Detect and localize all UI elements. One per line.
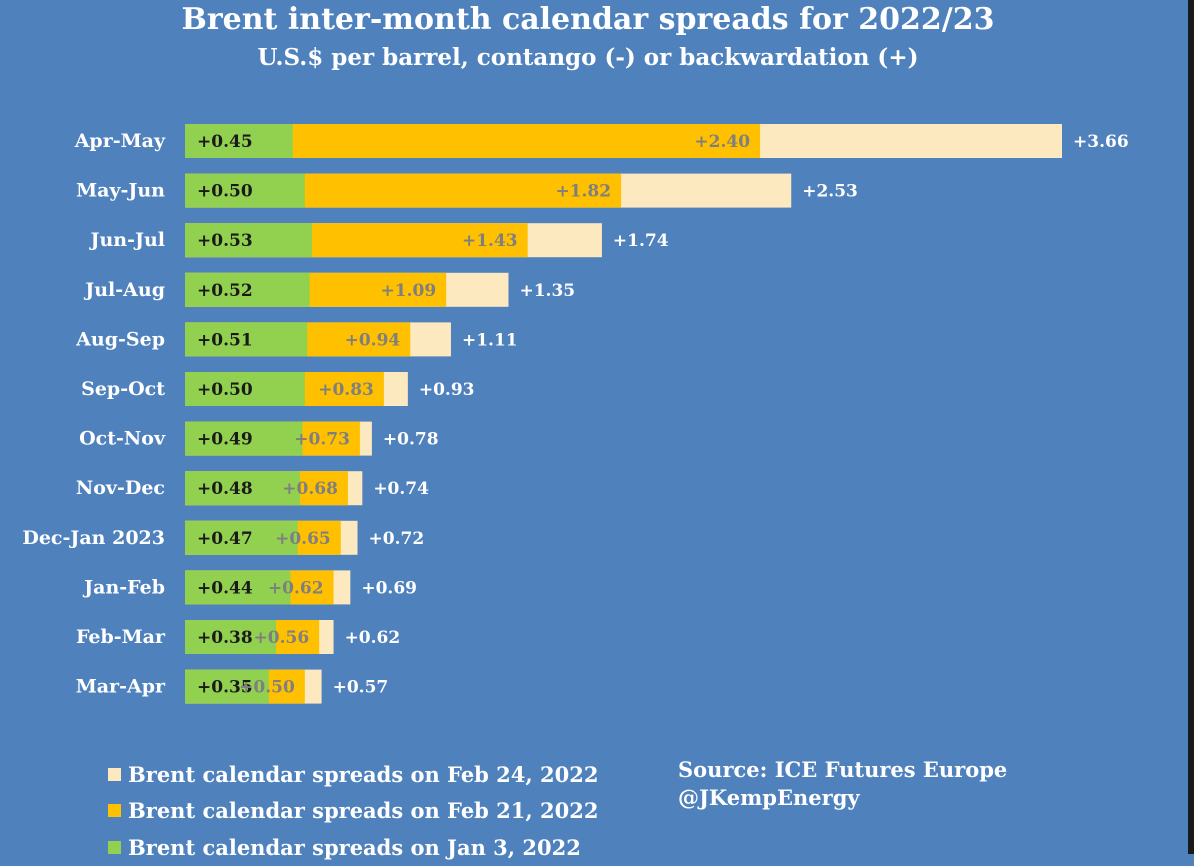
data-label-feb21: +1.09 — [381, 281, 437, 301]
author-handle: @JKempEnergy — [678, 785, 860, 810]
data-label-feb21: +2.40 — [694, 132, 750, 152]
data-label-feb24: +0.72 — [369, 529, 425, 549]
category-label: Apr-May — [74, 130, 166, 152]
category-label: Jan-Feb — [82, 576, 165, 598]
bar-jan3 — [185, 520, 298, 555]
data-label-feb21: +0.73 — [294, 430, 350, 450]
bar-jan3 — [185, 173, 305, 208]
data-label-feb24: +0.93 — [419, 380, 475, 400]
category-label: Sep-Oct — [81, 378, 165, 400]
legend-swatch-feb21 — [108, 804, 121, 818]
chart-subtitle: U.S.$ per barrel, contango (-) or backwa… — [257, 44, 919, 71]
category-label: Oct-Nov — [79, 428, 166, 450]
data-label-feb24: +1.11 — [462, 330, 518, 350]
bar-jan3 — [185, 669, 269, 704]
category-label: Dec-Jan 2023 — [22, 527, 165, 549]
legend-item-feb24: Brent calendar spreads on Feb 24, 2022 — [108, 756, 598, 793]
data-label-jan3: +0.53 — [197, 231, 253, 251]
data-label-feb24: +0.57 — [333, 678, 389, 698]
data-label-jan3: +0.44 — [197, 578, 253, 598]
data-label-feb24: +1.74 — [613, 231, 669, 251]
data-label-jan3: +0.45 — [197, 132, 253, 152]
data-label-jan3: +0.49 — [197, 430, 253, 450]
data-label-feb24: +3.66 — [1073, 132, 1129, 152]
legend-item-jan3: Brent calendar spreads on Jan 3, 2022 — [108, 829, 598, 866]
legend-item-feb21: Brent calendar spreads on Feb 21, 2022 — [108, 793, 598, 830]
bar-jan3 — [185, 223, 312, 258]
bar-jan3 — [185, 421, 303, 456]
data-label-feb21: +0.65 — [275, 529, 331, 549]
data-label-feb21: +0.94 — [345, 330, 401, 350]
legend-label-feb24: Brent calendar spreads on Feb 24, 2022 — [128, 761, 599, 787]
data-label-jan3: +0.35 — [197, 678, 253, 698]
data-label-feb21: +0.83 — [318, 380, 374, 400]
data-label-feb24: +0.69 — [361, 578, 417, 598]
legend: Brent calendar spreads on Feb 24, 2022 B… — [108, 756, 598, 866]
bar-jan3 — [185, 620, 277, 654]
legend-label-jan3: Brent calendar spreads on Jan 3, 2022 — [128, 834, 581, 860]
data-label-feb21: +1.43 — [462, 231, 518, 251]
data-label-feb21: +0.56 — [254, 628, 310, 648]
data-label-jan3: +0.50 — [197, 380, 253, 400]
category-label: Aug-Sep — [75, 328, 165, 350]
data-label-feb24: +0.62 — [345, 628, 401, 648]
category-label: Nov-Dec — [76, 477, 165, 499]
bar-jan3 — [185, 124, 293, 158]
bar-jan3 — [185, 570, 291, 605]
bar-jan3 — [185, 322, 308, 357]
bar-jan3 — [185, 272, 310, 307]
data-label-jan3: +0.52 — [197, 281, 253, 301]
bar-jan3 — [185, 372, 305, 406]
bar-jan3 — [185, 471, 301, 506]
data-label-jan3: +0.47 — [197, 529, 253, 549]
data-label-feb21: +0.62 — [268, 578, 324, 598]
data-label-feb24: +1.35 — [519, 281, 575, 301]
data-label-feb21: +0.68 — [282, 479, 338, 499]
data-label-jan3: +0.50 — [197, 182, 253, 202]
legend-swatch-feb24 — [108, 767, 121, 781]
chart-title: Brent inter-month calendar spreads for 2… — [181, 2, 995, 37]
data-label-feb24: +2.53 — [802, 182, 858, 202]
data-label-feb21: +0.50 — [239, 678, 295, 698]
source-line: Source: ICE Futures Europe — [678, 757, 1008, 782]
data-label-jan3: +0.51 — [197, 330, 253, 350]
data-label-feb24: +0.78 — [383, 430, 439, 450]
window-edge — [1188, 0, 1194, 854]
category-label: Jul-Aug — [83, 279, 165, 301]
category-label: Mar-Apr — [76, 676, 166, 698]
category-label: Feb-Mar — [76, 626, 166, 648]
category-label: Jun-Jul — [88, 229, 165, 251]
category-label: May-Jun — [76, 180, 165, 202]
data-label-jan3: +0.48 — [197, 479, 253, 499]
data-label-feb21: +1.82 — [555, 182, 611, 202]
legend-label-feb21: Brent calendar spreads on Feb 21, 2022 — [128, 798, 599, 824]
data-label-jan3: +0.38 — [197, 628, 253, 648]
legend-swatch-jan3 — [108, 840, 121, 854]
data-label-feb24: +0.74 — [373, 479, 429, 499]
source-note: Source: ICE Futures Europe @JKempEnergy — [678, 756, 1007, 812]
